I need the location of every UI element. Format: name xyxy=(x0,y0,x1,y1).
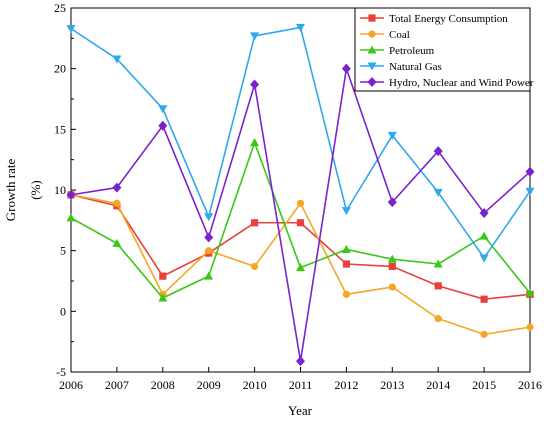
data-point-hydro-nuclear-and-wind-power xyxy=(158,120,168,131)
x-tick-label: 2009 xyxy=(197,378,221,392)
data-point-coal xyxy=(205,247,213,255)
legend-marker-natural-gas xyxy=(367,62,377,71)
data-point-hydro-nuclear-and-wind-power xyxy=(341,63,351,74)
legend: Total Energy Consumption Coal Petroleum Nat… xyxy=(354,7,534,92)
y-tick-label: 20 xyxy=(54,62,66,76)
data-point-petroleum xyxy=(296,263,305,272)
data-point-petroleum xyxy=(525,288,535,297)
x-tick-label: 2011 xyxy=(289,378,313,392)
legend-marker-total-energy-consumption xyxy=(368,14,376,22)
series-line-hydro-nuclear-and-wind-power xyxy=(70,67,531,362)
y-tick-label: -5 xyxy=(56,365,66,379)
data-point-natural-gas xyxy=(112,55,122,64)
legend-marker-coal xyxy=(368,30,376,38)
y-tick-label: 25 xyxy=(54,1,66,15)
data-point-total-energy-consumption xyxy=(434,282,442,290)
data-point-hydro-nuclear-and-wind-power xyxy=(112,182,122,193)
data-point-petroleum xyxy=(387,254,397,263)
data-point-natural-gas xyxy=(250,32,260,41)
legend-label-coal: Coal xyxy=(389,29,410,41)
data-point-hydro-nuclear-and-wind-power xyxy=(296,356,305,367)
y-axis-title: Growth rate xyxy=(3,159,18,222)
legend-box xyxy=(354,7,531,92)
data-point-petroleum xyxy=(112,238,122,247)
y-tick-label: 5 xyxy=(60,244,66,258)
data-point-petroleum xyxy=(204,271,214,280)
legend-label-hydro-nuclear-and-wind-power: Hydro, Nuclear and Wind Power xyxy=(389,77,534,89)
data-point-hydro-nuclear-and-wind-power xyxy=(66,189,76,200)
x-tick-label: 2006 xyxy=(59,378,83,392)
data-point-natural-gas xyxy=(387,131,397,140)
x-tick-label: 2014 xyxy=(426,378,450,392)
data-point-natural-gas xyxy=(479,254,489,263)
data-point-coal xyxy=(251,262,259,271)
legend-label-petroleum: Petroleum xyxy=(389,45,435,57)
data-point-total-energy-consumption xyxy=(159,272,167,280)
legend-label-natural-gas: Natural Gas xyxy=(389,61,442,73)
data-point-natural-gas xyxy=(341,207,351,216)
data-point-natural-gas xyxy=(296,23,305,32)
data-point-petroleum xyxy=(158,293,168,302)
x-tick-label: 2016 xyxy=(518,378,542,392)
x-tick-label: 2012 xyxy=(334,378,358,392)
data-point-petroleum xyxy=(66,213,76,222)
series-line-total-energy-consumption xyxy=(70,194,531,301)
x-tick-label: 2015 xyxy=(472,378,496,392)
y-tick-label: 15 xyxy=(54,122,66,136)
data-point-hydro-nuclear-and-wind-power xyxy=(479,208,489,219)
data-point-petroleum xyxy=(250,138,260,147)
data-point-natural-gas xyxy=(433,188,443,197)
x-tick-label: 2010 xyxy=(243,378,267,392)
y-axis: -5 0 5 10 15 20 25 xyxy=(54,1,76,379)
legend-marker-hydro-nuclear-and-wind-power xyxy=(367,77,377,87)
data-point-natural-gas xyxy=(204,213,214,222)
data-point-hydro-nuclear-and-wind-power xyxy=(387,197,397,208)
x-axis-title: Year xyxy=(288,403,313,418)
data-point-total-energy-consumption xyxy=(251,219,259,227)
x-tick-label: 2013 xyxy=(380,378,404,392)
data-point-total-energy-consumption xyxy=(480,295,488,303)
data-point-total-energy-consumption xyxy=(296,219,305,227)
data-point-hydro-nuclear-and-wind-power xyxy=(525,166,535,177)
data-point-natural-gas xyxy=(158,105,168,114)
data-point-coal xyxy=(113,199,121,207)
data-point-coal xyxy=(434,315,442,323)
series-layer xyxy=(66,23,535,367)
x-axis: 2006 2007 2008 2009 2010 2011 2012 2013 2014 2015… xyxy=(59,367,542,392)
x-tick-label: 2007 xyxy=(105,378,129,392)
y-tick-label: 10 xyxy=(54,183,66,197)
data-point-natural-gas xyxy=(66,25,76,34)
data-point-hydro-nuclear-and-wind-power xyxy=(250,79,260,90)
data-point-total-energy-consumption xyxy=(342,260,350,268)
x-tick-label: 2008 xyxy=(151,378,175,392)
legend-marker-petroleum xyxy=(367,45,377,54)
data-point-hydro-nuclear-and-wind-power xyxy=(433,146,443,157)
y-tick-label: 0 xyxy=(60,304,66,318)
data-point-coal xyxy=(480,330,488,338)
data-point-hydro-nuclear-and-wind-power xyxy=(204,232,214,243)
data-point-natural-gas xyxy=(525,187,535,196)
data-point-petroleum xyxy=(479,231,489,240)
data-point-petroleum xyxy=(341,244,351,253)
data-point-coal xyxy=(526,323,534,331)
data-point-total-energy-consumption xyxy=(388,262,396,271)
data-point-coal xyxy=(388,283,396,291)
y-axis-unit: (%) xyxy=(28,180,43,200)
data-point-petroleum xyxy=(433,259,443,268)
data-point-coal xyxy=(342,290,350,298)
data-point-coal xyxy=(296,199,305,207)
legend-label-total-energy-consumption: Total Energy Consumption xyxy=(389,13,508,25)
